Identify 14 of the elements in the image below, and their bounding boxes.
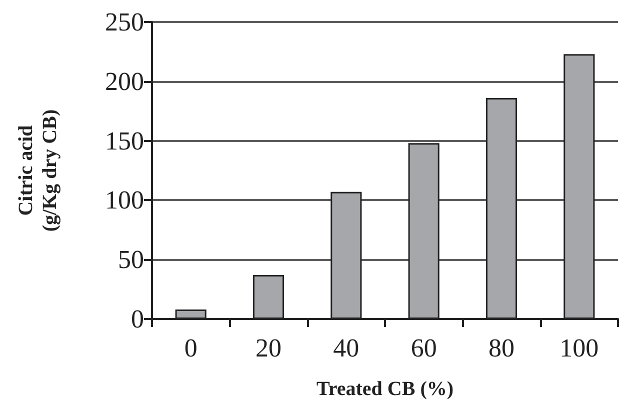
y-tick-label: 100 <box>105 186 144 215</box>
y-tick-label: 0 <box>131 304 144 334</box>
x-axis-title: Treated CB (%) <box>316 378 454 400</box>
y-tick-label: 50 <box>118 245 144 274</box>
x-tick-label: 20 <box>256 334 282 362</box>
x-tick-label: 60 <box>410 334 437 362</box>
x-tick-label: 100 <box>560 334 599 362</box>
y-tick-label: 150 <box>105 126 144 156</box>
y-tick-label: 250 <box>105 8 144 36</box>
y-axis-title: Citric acid (g/Kg dry CB) <box>15 109 61 232</box>
x-tick-label: 0 <box>184 334 198 362</box>
y-tick-label: 200 <box>105 66 144 96</box>
x-tick-label: 40 <box>333 334 360 362</box>
x-tick-label: 80 <box>488 334 514 362</box>
